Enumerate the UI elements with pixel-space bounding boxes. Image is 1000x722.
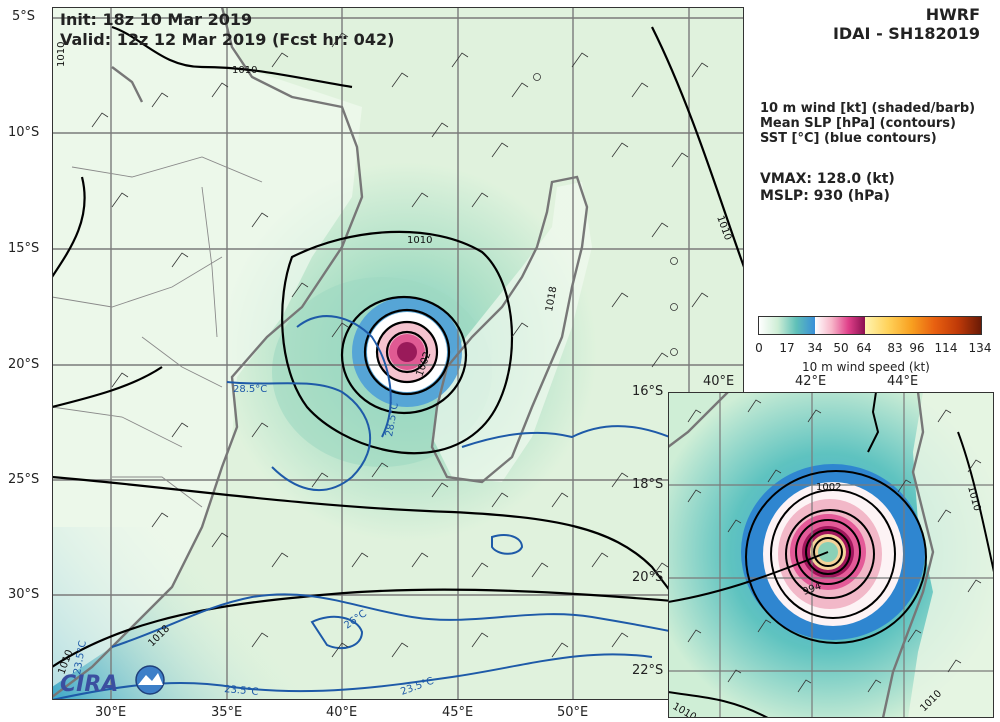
valid-time: Valid: 12z 12 Mar 2019 (Fcst hr: 042) [60,30,395,49]
main-map-wind-barbs [91,32,709,658]
main-map: 1010 1010 1010 1010 1002 1018 1018 1010 … [51,6,746,701]
lat-label: 10°S [8,125,40,140]
storm-name: IDAI - SH182019 [832,24,980,43]
sst-label: 28.5°C [233,384,267,395]
inset-lon-label: 42°E [795,374,827,389]
colorbar-tick: 96 [909,341,925,355]
lon-label: 30°E [95,705,127,720]
inset-map: 1002 994 1010 1010 1010 [667,391,995,722]
lat-label: 15°S [8,241,40,256]
cira-logo-text: CIRA [60,672,118,697]
colorbar-tick: 34 [807,341,823,355]
slp-label: 1010 [232,65,257,76]
inset-map-wind-barbs [687,399,982,693]
model-name: HWRF [925,5,980,24]
inset-map-coastline [667,391,935,719]
colorbar-tick: 64 [856,341,872,355]
slp-label: 1010 [56,42,67,67]
inset-map-canvas: 1002 994 1010 1010 1010 [667,391,995,722]
lon-label: 40°E [326,705,358,720]
legend-sst: SST [°C] (blue contours) [760,131,937,146]
lat-label: 5°S [12,9,36,24]
colorbar-tick: 134 [968,341,992,355]
colorbar-tick: 50 [833,341,849,355]
inset-lat-label: 20°S [632,570,664,585]
main-map-coastline [51,6,589,698]
inset-slp-label: 1002 [816,482,841,493]
slp-label: 1010 [407,235,432,246]
legend-wind: 10 m wind [kt] (shaded/barb) [760,101,976,116]
colorbar-tick: 17 [779,341,795,355]
main-map-calm-circles [533,73,678,356]
sst-label: 23.5°C [224,684,259,698]
mslp-value: MSLP: 930 (hPa) [760,188,890,204]
vmax-value: VMAX: 128.0 (kt) [760,171,895,187]
inset-lon-label: 44°E [887,374,919,389]
init-time: Init: 18z 10 Mar 2019 [60,10,253,29]
cira-logo: CIRA [60,665,165,697]
colorbar-tick: 114 [934,341,958,355]
colorbar-tick: 0 [755,341,763,355]
lon-label: 50°E [557,705,589,720]
colorbar-label: 10 m wind speed (kt) [802,360,930,374]
inset-lat-label: 18°S [632,477,664,492]
inset-lon-label: 40°E [703,374,735,389]
lat-label: 30°S [8,587,40,602]
main-map-borders [51,156,263,508]
main-map-canvas: 1010 1010 1010 1010 1002 1018 1018 1010 … [51,6,746,701]
inset-lat-label: 22°S [632,663,664,678]
main-map-graticule [52,7,744,700]
inset-lat-label: 16°S [632,384,664,399]
colorbar [758,316,982,335]
inset-map-slp-contours [667,391,995,719]
lat-label: 20°S [8,357,40,372]
lon-label: 35°E [211,705,243,720]
lon-label: 45°E [442,705,474,720]
colorbar-tick: 83 [887,341,903,355]
legend-slp: Mean SLP [hPa] (contours) [760,116,956,131]
main-map-slp-contours [51,25,746,668]
lat-label: 25°S [8,472,40,487]
slp-label: 1018 [544,286,559,313]
